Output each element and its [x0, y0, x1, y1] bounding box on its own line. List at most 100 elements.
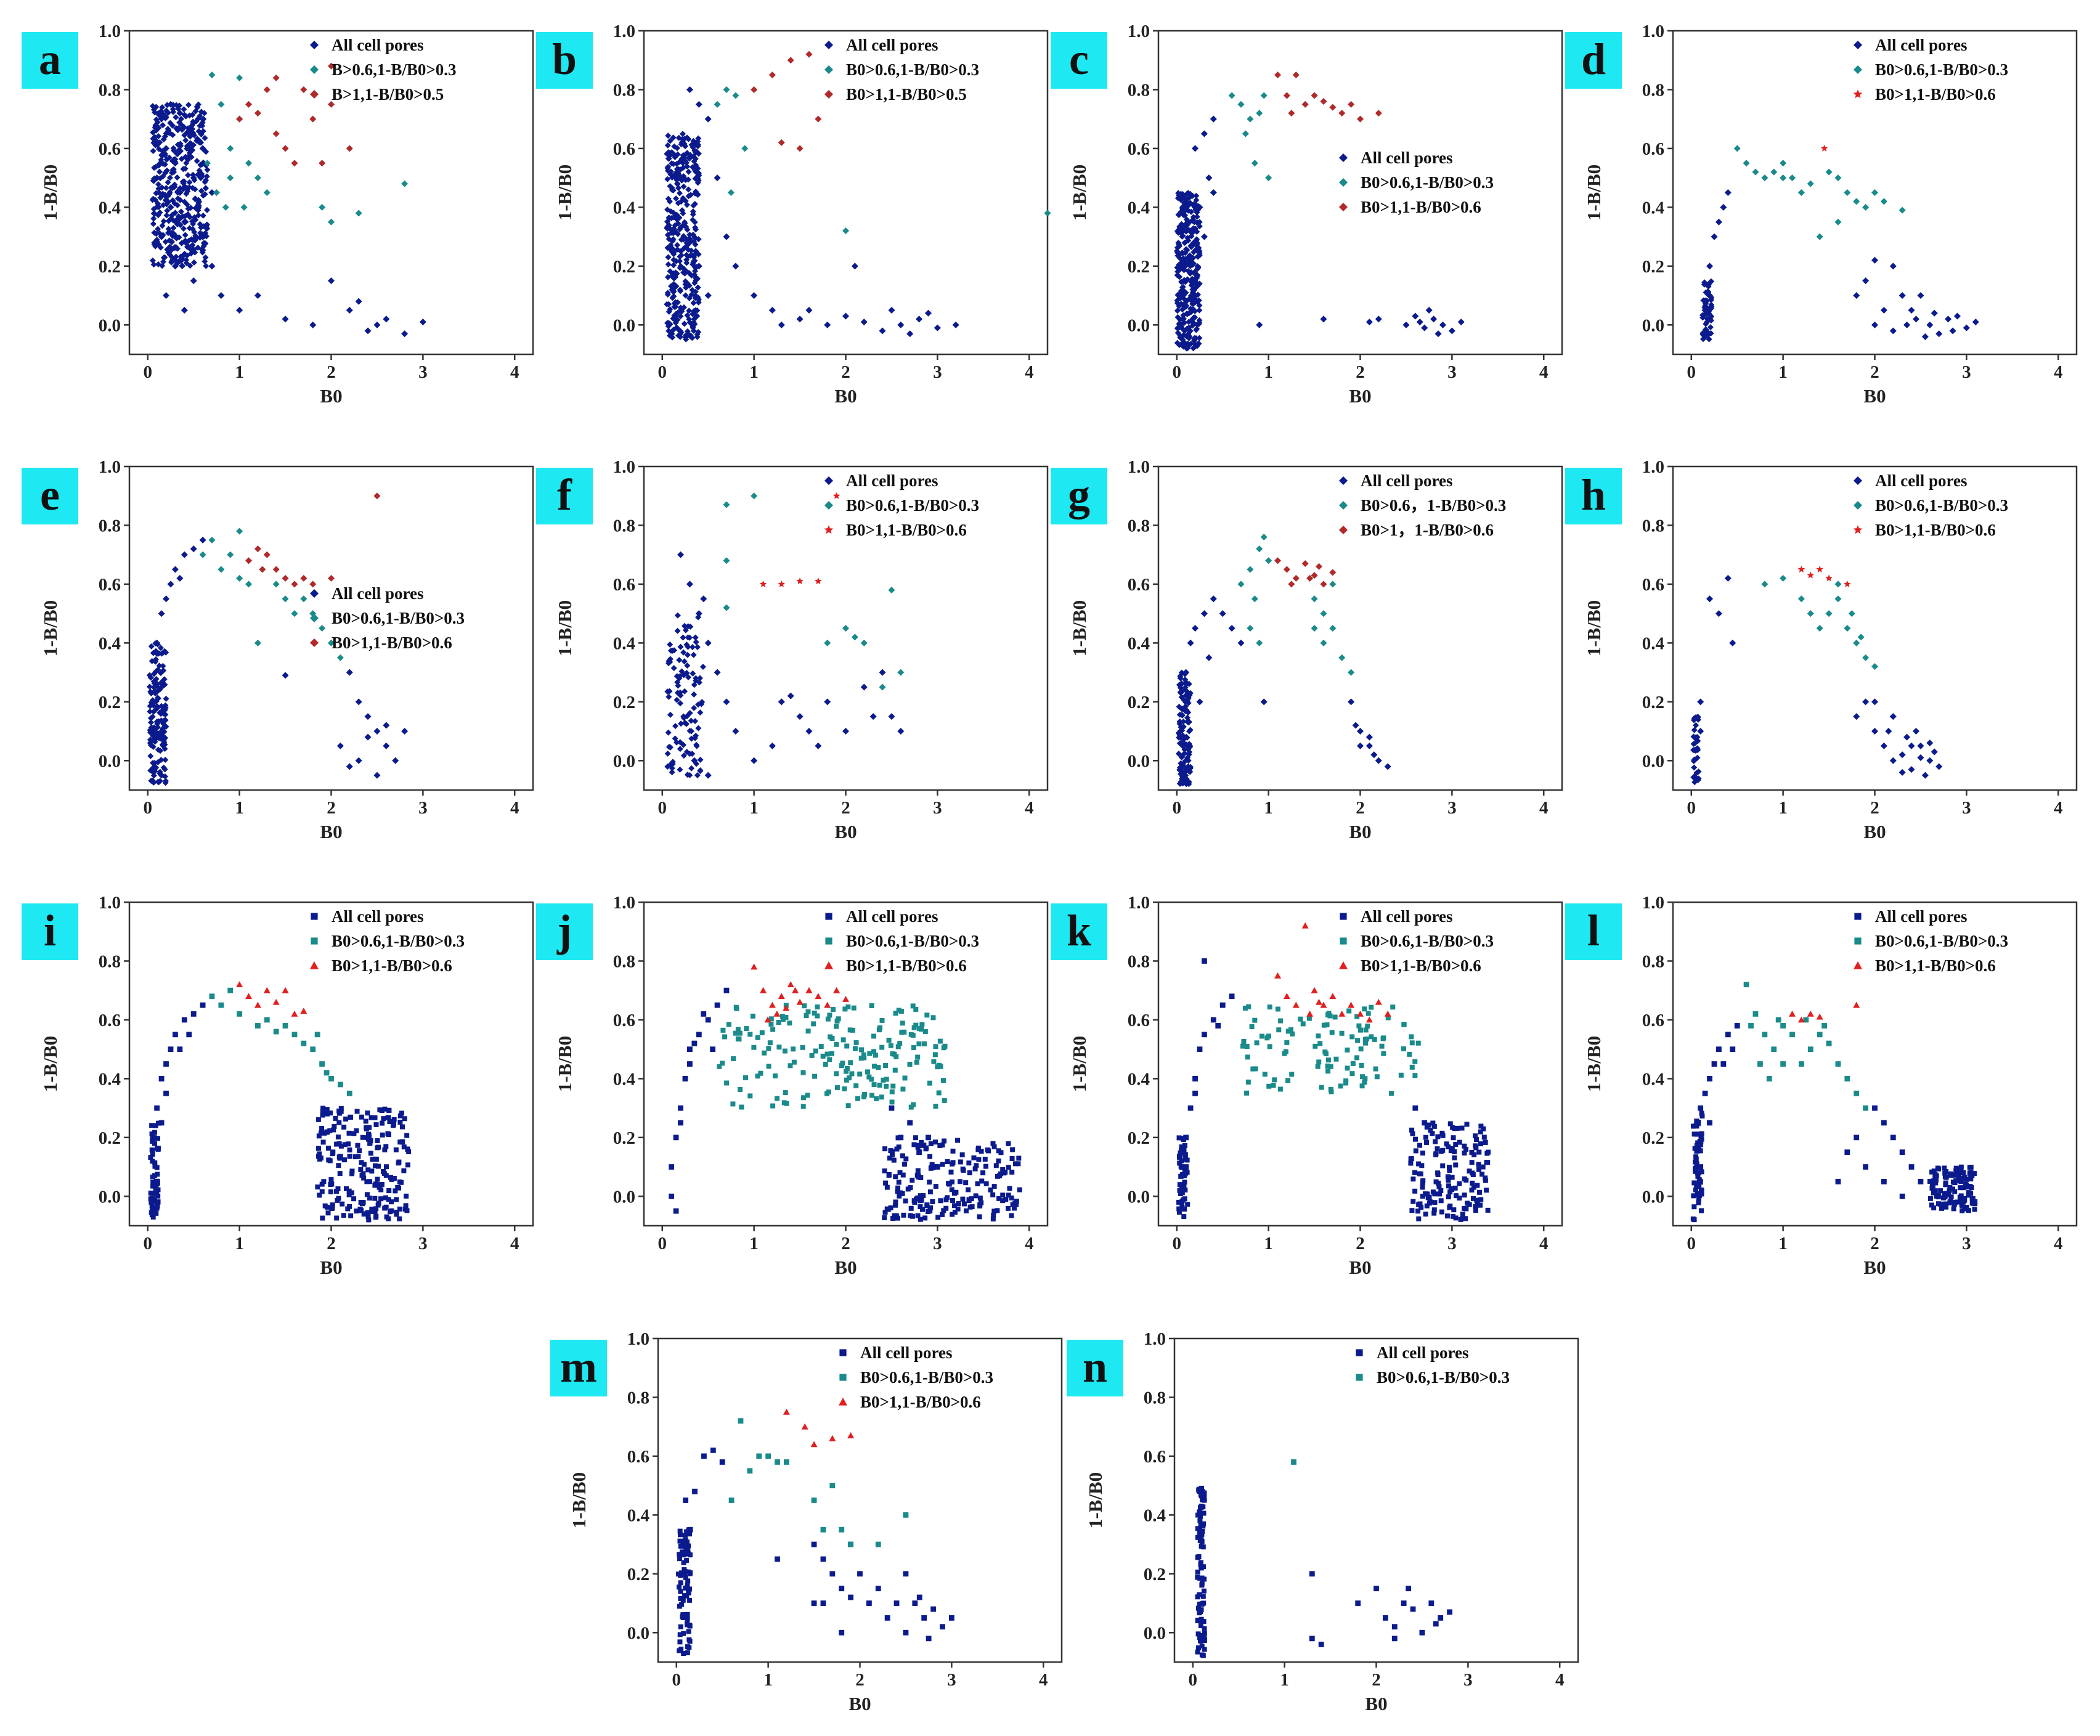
data-point: [1931, 748, 1938, 756]
data-point: [810, 1441, 818, 1448]
data-point: [1355, 1038, 1361, 1043]
data-point: [1780, 1023, 1786, 1029]
data-point: [148, 1190, 153, 1196]
data-point: [860, 639, 868, 646]
data-point: [1438, 1198, 1444, 1204]
data-point: [845, 1004, 851, 1009]
x-tick-label: 2: [327, 798, 336, 818]
data-point: [324, 1070, 330, 1076]
data-point: [1259, 1033, 1264, 1039]
y-tick-label: 0.8: [1144, 1388, 1166, 1408]
legend-marker: [311, 913, 318, 920]
x-axis-label: B0: [320, 1257, 342, 1278]
data-point: [1179, 306, 1186, 313]
data-point: [1329, 625, 1337, 632]
data-point: [1446, 1164, 1452, 1170]
data-point: [673, 229, 680, 236]
data-point: [1695, 768, 1702, 775]
data-point: [282, 1023, 288, 1029]
data-point: [950, 1212, 955, 1217]
legend-marker: [310, 65, 319, 74]
data-point: [168, 184, 174, 191]
data-point: [196, 173, 203, 180]
data-point: [1200, 1497, 1205, 1502]
data-point: [1743, 982, 1749, 988]
data-point: [1176, 764, 1183, 771]
data-point: [1825, 610, 1833, 617]
data-point: [811, 1600, 817, 1606]
data-point: [1445, 1174, 1451, 1180]
data-point: [1177, 1160, 1182, 1166]
data-point: [300, 86, 307, 93]
data-point: [977, 1196, 983, 1201]
data-point: [672, 319, 679, 326]
data-point: [1196, 302, 1203, 309]
data-point: [911, 1025, 917, 1030]
data-point: [948, 1169, 954, 1175]
data-point: [815, 577, 822, 584]
data-point: [152, 1163, 158, 1169]
data-point: [1201, 1510, 1207, 1516]
data-point: [685, 168, 692, 175]
data-point: [1899, 292, 1906, 300]
data-point: [1459, 1125, 1465, 1131]
panel-badge: [550, 1340, 607, 1396]
y-tick-label: 0.8: [1642, 516, 1664, 536]
panel-badge: [22, 32, 78, 89]
legend-entry: All cell pores: [860, 1343, 952, 1362]
panel-badge: [536, 32, 593, 89]
data-point: [685, 1551, 690, 1556]
data-point: [890, 1051, 895, 1056]
data-point: [983, 1181, 989, 1186]
data-point: [829, 1051, 835, 1056]
data-point: [384, 1164, 389, 1170]
data-point: [1420, 1178, 1426, 1184]
data-point: [881, 1077, 886, 1083]
data-point: [955, 1206, 961, 1212]
data-point: [375, 1163, 381, 1169]
data-point: [185, 102, 192, 108]
data-point: [1180, 319, 1187, 326]
data-point: [1475, 1183, 1480, 1188]
data-point: [1954, 1199, 1960, 1205]
data-point: [1424, 1124, 1430, 1130]
data-point: [672, 299, 679, 306]
data-point: [157, 194, 164, 201]
x-tick-label: 0: [144, 1234, 153, 1253]
data-point: [933, 1104, 938, 1109]
data-point: [1186, 319, 1192, 325]
x-tick-label: 2: [327, 1234, 336, 1253]
data-point: [907, 1120, 913, 1126]
data-point: [1195, 253, 1202, 260]
data-point: [1420, 1194, 1425, 1199]
x-tick-label: 3: [933, 798, 942, 818]
data-point: [1205, 654, 1213, 661]
data-point: [1917, 742, 1924, 749]
x-tick-label: 1: [1778, 362, 1788, 382]
data-point: [373, 1215, 378, 1220]
data-point: [691, 1040, 698, 1046]
data-point: [1009, 1170, 1015, 1175]
data-point: [360, 1171, 366, 1176]
data-point: [1197, 1046, 1203, 1053]
data-point: [320, 1108, 325, 1114]
y-axis-label: 1-B/B0: [39, 165, 61, 221]
y-axis-label: 1-B/B0: [554, 600, 576, 656]
data-point: [218, 292, 225, 300]
data-point: [1181, 277, 1187, 283]
data-point: [1462, 1192, 1467, 1198]
data-point: [379, 1108, 385, 1114]
data-point: [1184, 218, 1191, 225]
data-point: [890, 1083, 896, 1089]
data-point: [1401, 1046, 1406, 1051]
data-point: [665, 729, 672, 736]
data-point: [1007, 1186, 1012, 1191]
data-point: [1449, 1175, 1455, 1180]
data-point: [1890, 1135, 1896, 1141]
data-point: [199, 145, 206, 152]
data-point: [158, 645, 165, 651]
data-point: [1942, 1165, 1947, 1171]
data-point: [952, 321, 959, 328]
data-point: [1182, 1167, 1187, 1173]
data-point: [372, 1115, 378, 1120]
